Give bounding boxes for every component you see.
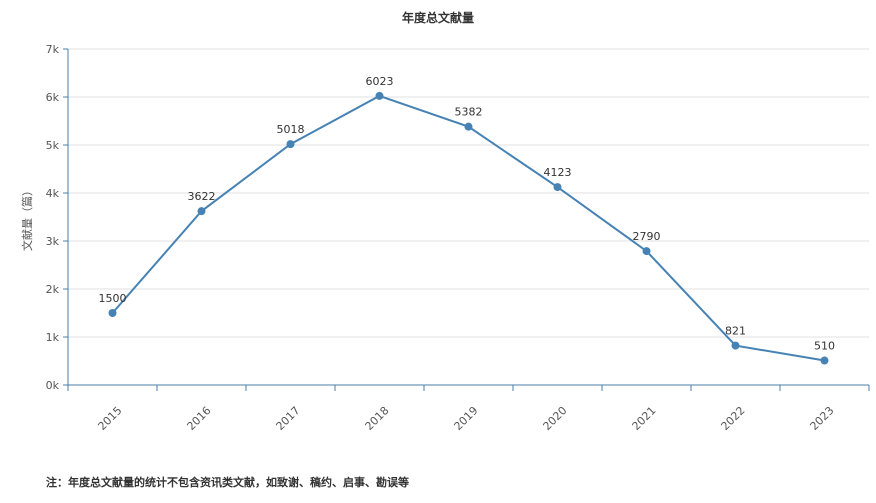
x-tick-label: 2016 — [185, 404, 214, 433]
data-point — [286, 140, 295, 149]
x-tick-label: 2017 — [274, 404, 303, 433]
x-tick-label: 2019 — [452, 404, 481, 433]
x-tick-label: 2023 — [808, 404, 837, 433]
data-label: 5018 — [277, 123, 305, 136]
data-label: 5382 — [455, 106, 483, 119]
data-points — [108, 91, 829, 365]
data-label: 821 — [725, 325, 746, 338]
data-point — [375, 91, 384, 100]
data-label: 3622 — [188, 190, 216, 203]
y-tick-label: 6k — [46, 91, 60, 104]
x-tick-label: 2022 — [719, 404, 748, 433]
data-label: 1500 — [99, 292, 127, 305]
gridlines — [68, 48, 869, 338]
series-line — [111, 94, 825, 362]
x-tick-label: 2015 — [96, 404, 125, 433]
data-label: 2790 — [633, 230, 661, 243]
line-chart: 0k 1k 2k 3k 4k 5k 6k 7k 2015 2016 2017 2018 2019 202… — [46, 43, 870, 433]
data-point — [820, 356, 829, 365]
footnote: 注：年度总文献量的统计不包含资讯类文献，如致谢、稿约、启事、勘误等 — [46, 476, 409, 489]
axes — [63, 48, 870, 391]
data-label: 6023 — [366, 75, 394, 88]
x-tick-labels: 2015 2016 2017 2018 2019 2020 2021 2022 2023 — [96, 404, 837, 433]
y-tick-labels: 0k 1k 2k 3k 4k 5k 6k 7k — [46, 43, 60, 392]
data-label: 510 — [814, 340, 835, 353]
data-point — [197, 207, 206, 216]
data-labels: 1500 3622 5018 6023 5382 4123 2790 821 510 — [99, 75, 836, 353]
y-tick-label: 0k — [46, 379, 60, 392]
data-point — [464, 122, 473, 131]
data-point — [108, 309, 117, 317]
y-tick-label: 3k — [46, 235, 60, 248]
series-line — [111, 94, 825, 362]
data-point — [553, 183, 562, 192]
x-tick-label: 2020 — [541, 404, 570, 433]
y-tick-label: 2k — [46, 283, 60, 296]
data-point — [642, 247, 651, 256]
chart-title: 年度总文献量 — [401, 11, 474, 25]
x-tick-label: 2021 — [630, 404, 659, 433]
y-tick-label: 5k — [46, 139, 60, 152]
data-label: 4123 — [544, 166, 572, 179]
x-tick-label: 2018 — [363, 404, 392, 433]
y-tick-label: 4k — [46, 187, 60, 200]
y-tick-label: 7k — [46, 43, 60, 56]
y-tick-label: 1k — [46, 331, 60, 344]
data-point — [731, 341, 740, 350]
